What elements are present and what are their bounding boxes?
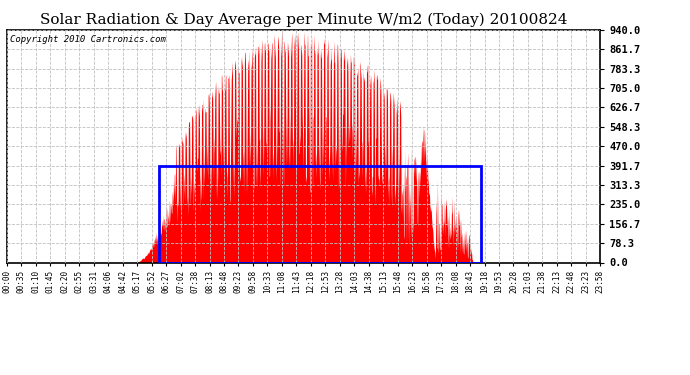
Title: Solar Radiation & Day Average per Minute W/m2 (Today) 20100824: Solar Radiation & Day Average per Minute…: [40, 13, 567, 27]
Bar: [159, 166, 481, 262]
Text: Copyright 2010 Cartronics.com: Copyright 2010 Cartronics.com: [10, 34, 166, 44]
